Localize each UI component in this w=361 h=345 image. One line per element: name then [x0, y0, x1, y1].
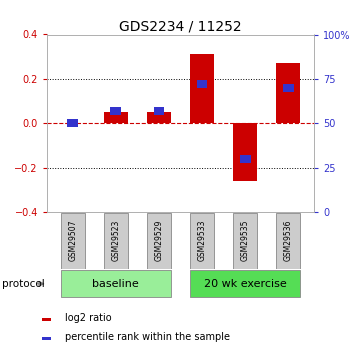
Bar	[61, 270, 171, 297]
Bar	[61, 213, 84, 268]
Bar	[277, 63, 300, 124]
Bar	[277, 213, 300, 268]
Bar	[43, 318, 51, 321]
Text: GSM29533: GSM29533	[197, 220, 206, 262]
Bar	[43, 337, 51, 339]
Text: 20 wk exercise: 20 wk exercise	[204, 279, 287, 289]
Bar	[110, 107, 121, 115]
Title: GDS2234 / 11252: GDS2234 / 11252	[119, 19, 242, 33]
Bar	[197, 80, 208, 88]
Bar	[190, 213, 214, 268]
Bar	[240, 155, 251, 163]
Text: baseline: baseline	[92, 279, 139, 289]
Bar	[233, 213, 257, 268]
Bar	[233, 124, 257, 181]
Bar	[190, 55, 214, 124]
Bar	[147, 112, 171, 124]
Bar	[104, 112, 128, 124]
Bar	[68, 119, 78, 127]
Bar	[147, 213, 171, 268]
Text: GSM29536: GSM29536	[284, 220, 293, 262]
Text: GSM29523: GSM29523	[112, 220, 120, 261]
Text: protocol: protocol	[2, 279, 44, 288]
Bar	[190, 270, 300, 297]
Text: GSM29507: GSM29507	[68, 220, 77, 262]
Text: GSM29529: GSM29529	[155, 220, 164, 261]
Text: percentile rank within the sample: percentile rank within the sample	[65, 332, 230, 342]
Bar	[104, 213, 128, 268]
Text: log2 ratio: log2 ratio	[65, 313, 111, 323]
Bar	[283, 84, 293, 92]
Bar	[153, 107, 164, 115]
Text: GSM29535: GSM29535	[241, 220, 249, 262]
